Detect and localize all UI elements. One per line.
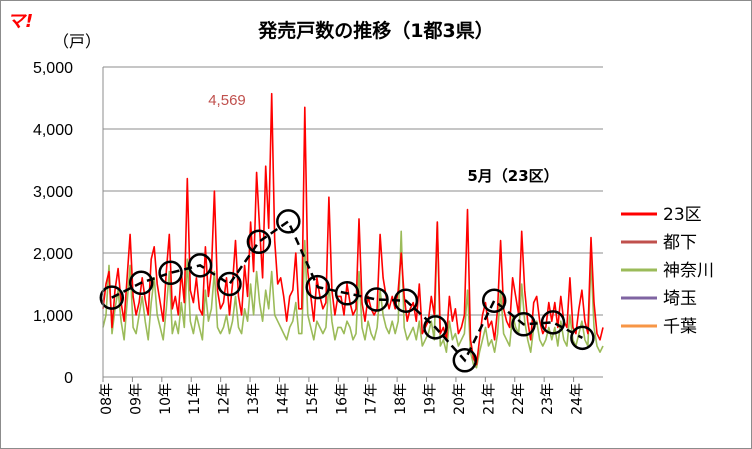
y-tick-label: 3,000 <box>33 184 73 201</box>
x-tick-label: 22年 <box>511 383 527 415</box>
x-tick-label: 12年 <box>217 383 233 415</box>
x-tick-label: 17年 <box>364 383 380 415</box>
x-tick-label: 19年 <box>423 383 439 415</box>
legend-label: 23区 <box>663 205 702 225</box>
may-23ku-point <box>128 270 154 296</box>
may-23ku-point <box>99 285 125 310</box>
legend-label: 千葉 <box>663 317 697 337</box>
may-23ku-point <box>511 312 536 337</box>
may-23ku-point <box>364 287 389 312</box>
x-tick-label: 14年 <box>275 383 291 415</box>
x-tick-label: 18年 <box>393 383 409 415</box>
chart-title: 発売戸数の推移（1都3県） <box>257 19 493 42</box>
x-tick-label: 11年 <box>187 383 203 415</box>
may-23ku-note: 5月（23区） <box>467 167 558 185</box>
x-tick-label: 23年 <box>540 383 556 415</box>
may-23ku-point <box>393 288 419 313</box>
x-tick-label: 21年 <box>481 383 497 415</box>
x-tick-label: 13年 <box>246 383 262 415</box>
may-23ku-point <box>570 325 595 351</box>
grid <box>103 66 603 316</box>
y-tick-label: 1,000 <box>33 308 73 325</box>
series-lines <box>102 92 604 369</box>
legend-label: 神奈川 <box>663 261 714 281</box>
legend-label: 都下 <box>663 233 697 253</box>
may-23ku-point <box>334 281 360 306</box>
x-tick-label: 09年 <box>128 383 144 415</box>
may-23ku-point <box>481 288 507 313</box>
may-23ku-point <box>158 260 183 286</box>
may-23ku-point <box>452 348 478 373</box>
series-line-23区 <box>102 92 604 366</box>
may-23ku-point <box>187 253 213 278</box>
may-23ku-point <box>540 310 566 335</box>
y-tick-label: 5,000 <box>33 60 73 77</box>
y-axis-unit: （戸） <box>53 32 101 51</box>
may-23ku-point <box>246 229 272 255</box>
y-tick-label: 2,000 <box>33 246 73 263</box>
x-tick-label: 10年 <box>158 383 174 415</box>
x-tick-label: 16年 <box>334 383 350 415</box>
may-23ku-point <box>217 271 242 297</box>
y-tick-label: 4,000 <box>33 122 73 139</box>
may-23ku-point <box>276 209 301 234</box>
x-tick-label: 08年 <box>99 383 115 415</box>
legend-label: 埼玉 <box>663 289 697 309</box>
may-23ku-point <box>305 274 330 300</box>
axes: 0 1,000 2,000 3,000 4,000 5,000 08年 09年 10年 11年 12… <box>33 60 603 415</box>
peak-value-label: 4,569 <box>208 92 246 109</box>
x-tick-label: 24年 <box>570 383 586 415</box>
x-tick-label: 15年 <box>305 383 321 415</box>
x-tick-label: 20年 <box>452 383 468 415</box>
series-line-神奈川 <box>102 221 604 369</box>
may-23ku-series <box>99 209 595 373</box>
logo-text: マ! <box>7 11 33 32</box>
y-tick-label: 0 <box>64 370 73 387</box>
may-23ku-point <box>423 315 448 340</box>
